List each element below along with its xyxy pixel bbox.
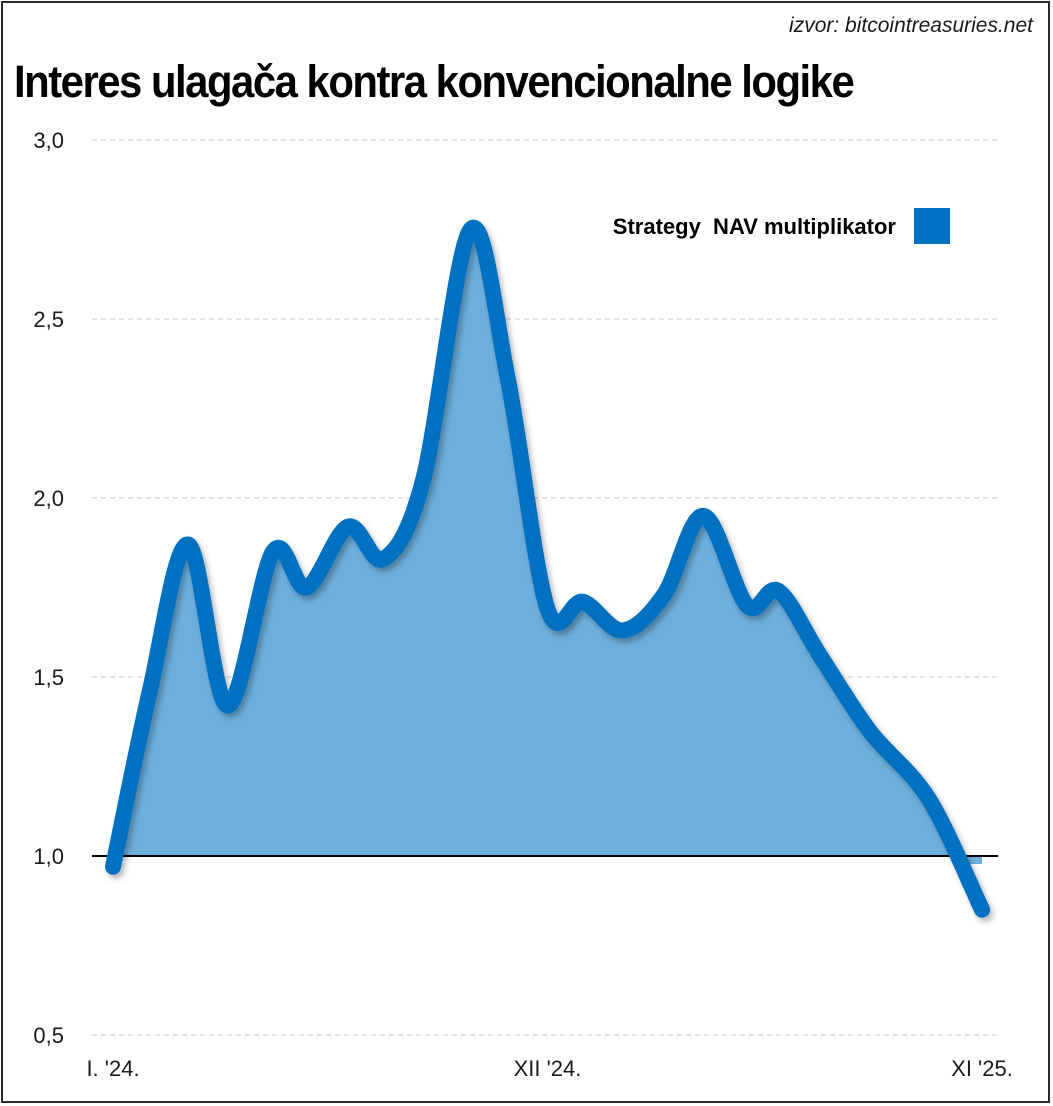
y-tick-label: 3,0 [33,128,64,153]
series-area [113,227,982,864]
legend: Strategy NAV multiplikator [613,208,950,244]
y-tick-label: 1,5 [33,665,64,690]
x-tick-label: I. '24. [86,1056,139,1081]
legend-label: Strategy NAV multiplikator [613,214,897,239]
source-note: izvor: bitcointreasuries.net [789,14,1033,37]
y-tick-label: 0,5 [33,1023,64,1048]
y-tick-label: 1,0 [33,844,64,869]
y-tick-label: 2,0 [33,486,64,511]
legend-swatch [914,208,950,244]
series-layer [92,219,998,918]
x-axis-ticks: I. '24. XII '24. XI '25. [86,1056,1012,1081]
x-tick-label: XI '25. [951,1056,1013,1081]
y-axis-ticks: 3,0 2,5 2,0 1,5 1,0 0,5 [33,128,64,1048]
x-tick-label: XII '24. [514,1056,582,1081]
series-line [105,219,990,918]
chart-title: Interes ulagača kontra konvencionalne lo… [14,56,855,107]
y-tick-label: 2,5 [33,307,64,332]
